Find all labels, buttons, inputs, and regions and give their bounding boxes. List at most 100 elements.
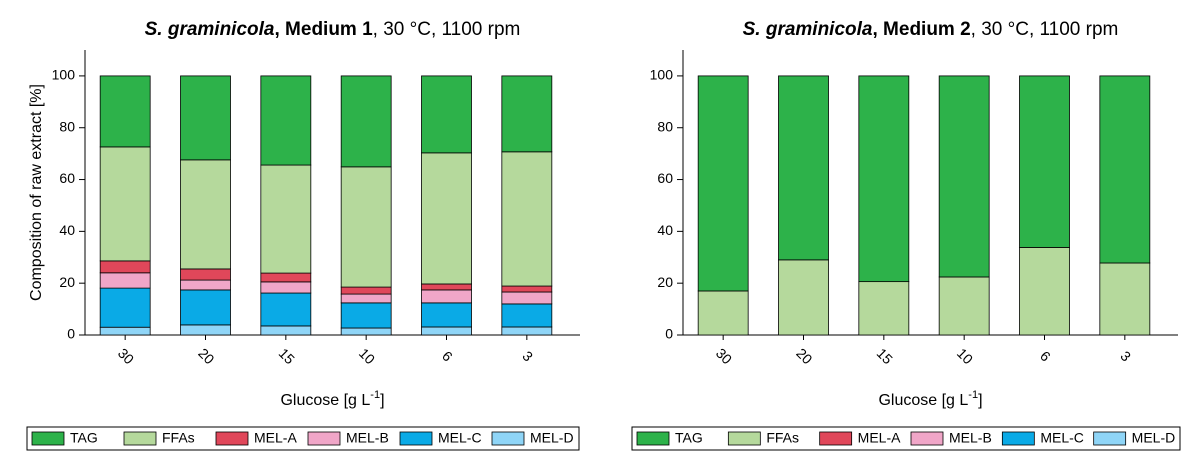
bar-segment <box>501 151 553 287</box>
legend-box <box>631 426 1181 451</box>
legend-swatch <box>491 431 525 446</box>
bar-segment <box>340 166 392 288</box>
x-tick-label: 6 <box>1037 348 1054 365</box>
legend-swatch <box>215 431 249 446</box>
chart-title: S. graminicola, Medium 1, 30 °C, 1100 rp… <box>145 19 521 40</box>
legend-label: MEL-A <box>254 430 297 446</box>
bar-segment <box>260 164 312 274</box>
x-tick-label: 10 <box>356 345 378 367</box>
bar-segment <box>501 75 553 153</box>
bar-segment <box>180 289 231 326</box>
bar-segment <box>180 159 231 270</box>
bar-segment <box>421 302 472 328</box>
y-tick-label: 60 <box>657 170 673 186</box>
y-tick-label: 100 <box>650 67 674 83</box>
x-label-part: Glucose [g L <box>280 392 370 409</box>
bar-segment <box>99 260 151 274</box>
bar-segment <box>697 75 749 292</box>
x-tick-label: 3 <box>1117 348 1134 365</box>
x-label-part: -1 <box>370 389 380 401</box>
legend-swatch <box>636 431 670 446</box>
chart-title: S. graminicola, Medium 2, 30 °C, 1100 rp… <box>743 19 1119 40</box>
bar-segment <box>1019 247 1070 336</box>
bar-segment <box>421 152 472 285</box>
bar-segment <box>99 146 151 262</box>
legend-label: MEL-C <box>1040 430 1084 446</box>
x-tick-label: 10 <box>954 345 976 367</box>
bar-segment <box>340 293 392 304</box>
bar-segment <box>501 303 553 328</box>
y-tick-label: 60 <box>59 170 75 186</box>
x-label-part: ] <box>978 392 982 409</box>
legend-label: TAG <box>70 430 98 446</box>
y-tick-label: 40 <box>59 222 75 238</box>
bar-segment <box>99 75 151 148</box>
bar-segment <box>180 279 231 291</box>
bar-segment <box>858 281 910 336</box>
bar-segment <box>421 283 472 291</box>
bar-segment <box>260 292 312 327</box>
legend-swatch <box>1001 431 1035 446</box>
y-tick-label: 20 <box>59 274 75 290</box>
bar-segment <box>421 326 472 336</box>
title-part: S. graminicola <box>743 19 873 40</box>
bar-segment <box>421 75 472 154</box>
legend-swatch <box>399 431 433 446</box>
bar-segment <box>1099 75 1151 264</box>
bar-segment <box>1099 262 1151 336</box>
y-axis-label: Composition of raw extract [%] <box>28 84 45 301</box>
bar-segment <box>778 75 829 261</box>
bar-segment <box>938 276 990 336</box>
bar-segment <box>501 326 553 336</box>
y-tick-label: 100 <box>52 67 76 83</box>
bar-segment <box>938 75 990 278</box>
y-tick-label: 40 <box>657 222 673 238</box>
bar-segment <box>421 289 472 304</box>
bar-segment <box>340 302 392 329</box>
x-tick-label: 6 <box>439 348 456 365</box>
bar-segment <box>260 272 312 283</box>
x-tick-label: 20 <box>793 345 815 367</box>
title-part: Medium 1 <box>285 19 373 40</box>
bar-segment <box>1019 75 1070 248</box>
legend-label: MEL-C <box>438 430 482 446</box>
y-tick-label: 0 <box>665 326 673 342</box>
legend-swatch <box>307 431 341 446</box>
bar-segment <box>501 285 553 293</box>
x-tick-label: 15 <box>874 345 896 367</box>
y-tick-label: 0 <box>67 326 75 342</box>
legend-label: FFAs <box>162 430 195 446</box>
bar-segment <box>99 272 151 289</box>
legend-swatch <box>31 431 65 446</box>
x-tick-label: 30 <box>713 345 735 367</box>
x-axis-label: Glucose [g L-1] <box>280 389 384 409</box>
bar-segment <box>340 327 392 336</box>
title-part: , 30 °C, 1100 rpm <box>971 19 1119 40</box>
x-label-part: ] <box>380 392 384 409</box>
bar-segment <box>99 326 151 336</box>
title-part: , <box>872 19 883 40</box>
bar-segment <box>99 287 151 328</box>
legend-label: MEL-B <box>949 430 992 446</box>
x-tick-label: 15 <box>276 345 298 367</box>
title-part: S. graminicola <box>145 19 275 40</box>
x-label-part: Glucose [g L <box>878 392 968 409</box>
legend-swatch <box>1093 431 1127 446</box>
legend-swatch <box>727 431 761 446</box>
bar-segment <box>858 75 910 283</box>
title-part: , <box>274 19 285 40</box>
bar-segment <box>180 324 231 336</box>
bar-segment <box>340 75 392 168</box>
y-tick-label: 80 <box>59 118 75 134</box>
legend-label: MEL-A <box>858 430 901 446</box>
bar-segment <box>180 268 231 281</box>
legend-swatch <box>123 431 157 446</box>
bar-segment <box>260 325 312 336</box>
x-tick-label: 20 <box>195 345 217 367</box>
legend-swatch <box>819 431 853 446</box>
y-tick-label: 20 <box>657 274 673 290</box>
x-tick-label: 3 <box>519 348 536 365</box>
bar-segment <box>180 75 231 161</box>
x-label-part: -1 <box>968 389 978 401</box>
y-tick-label: 80 <box>657 118 673 134</box>
